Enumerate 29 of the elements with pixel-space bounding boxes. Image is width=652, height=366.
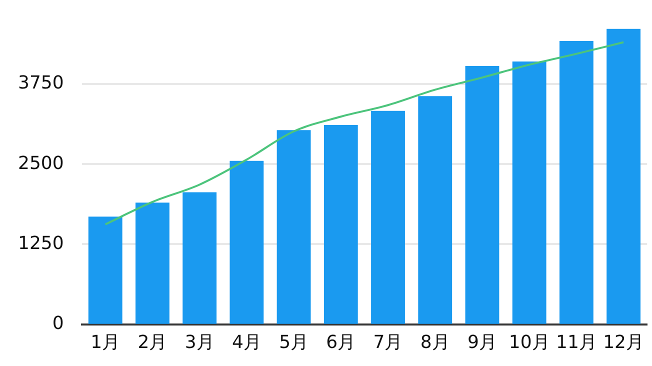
bar [88, 216, 122, 324]
x-tick-label: 3月 [184, 332, 214, 353]
x-tick-label: 8月 [420, 332, 450, 353]
y-tick-label: 3750 [18, 72, 64, 94]
y-tick-label: 2500 [18, 152, 64, 174]
bar [512, 62, 546, 324]
bar [182, 192, 217, 324]
x-tick-label: 2月 [138, 332, 168, 353]
bar [465, 66, 500, 324]
x-tick-label: 11月 [556, 332, 597, 353]
x-tick-label: 4月 [232, 332, 262, 353]
x-tick-label: 7月 [373, 332, 403, 353]
x-tick-label: 6月 [326, 332, 356, 353]
bar [418, 96, 452, 324]
bar [324, 124, 358, 324]
x-tick-label: 1月 [90, 332, 120, 353]
x-tick-label: 10月 [508, 332, 550, 353]
y-tick-label: 0 [52, 313, 64, 334]
bar [606, 28, 641, 324]
x-tick-label: 5月 [279, 332, 309, 353]
y-tick-label: 1250 [18, 232, 64, 254]
bar [371, 110, 405, 324]
bar [230, 160, 264, 324]
x-tick-label: 9月 [468, 332, 497, 353]
bar [559, 40, 594, 324]
bar [276, 130, 311, 324]
x-tick-label: 12月 [603, 332, 644, 353]
line-series [104, 41, 625, 226]
bar [136, 202, 170, 324]
